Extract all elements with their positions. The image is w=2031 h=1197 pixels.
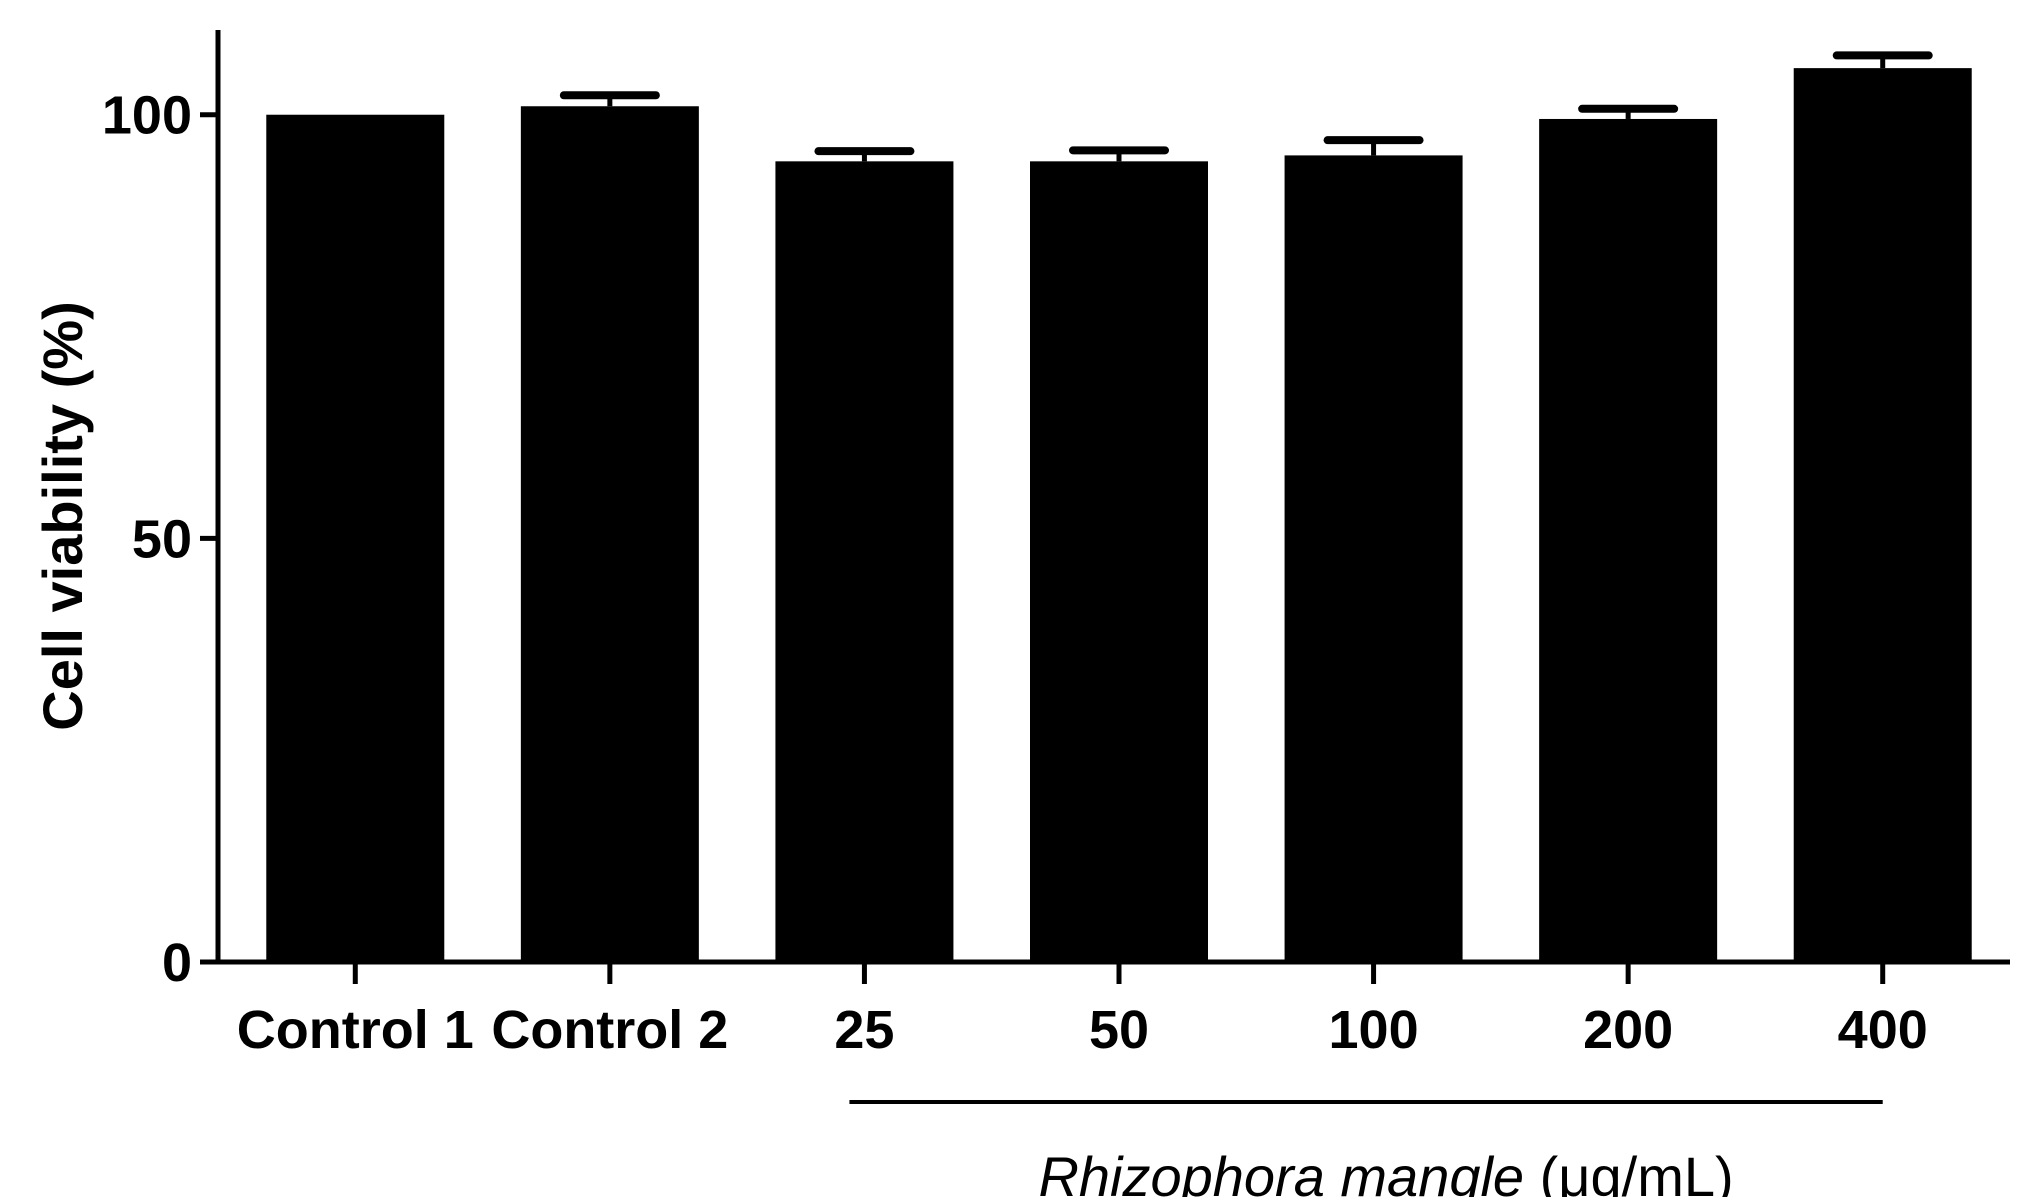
bar [1539,118,1718,963]
x-axis: Control 1 Control 2 25 50 100 200 400 [216,959,2010,1060]
y-tick-label: 100 [102,86,192,146]
x-tick-label: Control 1 [237,1000,474,1060]
x-tick-label: 100 [1329,1000,1419,1060]
bar [520,106,699,963]
y-tick-label: 0 [162,933,192,993]
group-label-unit: (μg/mL) [1524,1145,1734,1197]
bar [266,114,445,962]
x-tick-label: Control 2 [491,1000,728,1060]
group-label-species: Rhizophora mangle [1038,1145,1524,1197]
bar [1284,155,1463,962]
x-tick-label: 25 [834,1000,894,1060]
x-tick-label: 400 [1838,1000,1928,1060]
bar [775,161,954,962]
bar [1030,161,1208,962]
bar [1793,68,1972,963]
y-tick-label: 50 [132,509,192,569]
group-label: Rhizophora mangle (μg/mL) [1038,1145,1733,1197]
y-axis-label: Cell viability (%) [31,301,94,730]
error-bars [559,51,1933,162]
x-tick-label: 50 [1089,1000,1149,1060]
y-axis: 0 50 100 [102,30,221,993]
bars [266,68,1972,963]
x-tick-label: 200 [1583,1000,1673,1060]
